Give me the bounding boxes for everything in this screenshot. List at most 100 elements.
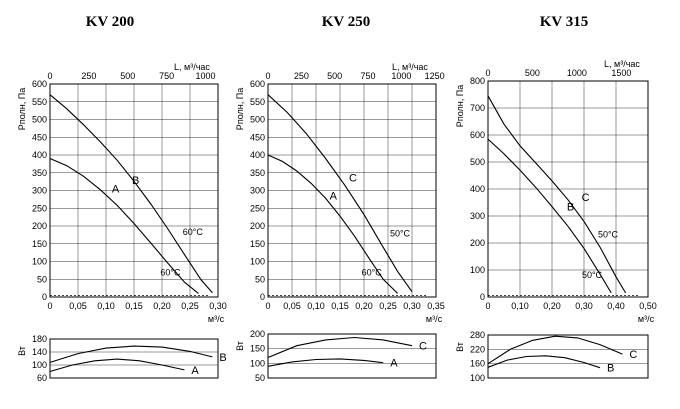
power-series-line-C — [487, 335, 623, 365]
x2-tick-label: 500 — [525, 68, 540, 78]
x2-axis-label: L, м³/час — [392, 62, 428, 72]
annotation-label: C — [349, 173, 357, 185]
y-tick-label: 300 — [250, 186, 265, 196]
y-tick-label: 100 — [470, 265, 485, 275]
power-y-tick-label: 50 — [255, 373, 265, 383]
y-tick-label: 250 — [250, 203, 265, 213]
y-tick-label: 400 — [32, 150, 47, 160]
power-y-tick-label: 100 — [470, 373, 485, 383]
power-series-line-B — [49, 345, 213, 363]
x2-tick-label: 0 — [265, 71, 270, 81]
x-tick-label: 0,30 — [209, 301, 227, 311]
x-tick-label: 0 — [47, 301, 52, 311]
annotation-label: 60°C — [160, 268, 181, 278]
chart-title: KV 200 — [86, 14, 134, 30]
y-tick-label: 700 — [470, 103, 485, 113]
chart-title: KV 315 — [540, 14, 588, 30]
annotation-label: 50°C — [582, 270, 603, 280]
power-plot: 50 100 150 200 Вт A C — [235, 329, 437, 383]
x-tick-label: 0 — [485, 301, 490, 311]
annotation-label: 60°C — [183, 227, 204, 237]
y-tick-label: 450 — [250, 132, 265, 142]
x2-tick-label: 250 — [81, 71, 96, 81]
main-plot: 0 0,05 0,10 0,15 0,20 0,25 0,30 0,350 250 500 750 1… — [235, 62, 445, 324]
plot-frame — [487, 80, 649, 298]
x2-tick-label: 750 — [159, 71, 174, 81]
x-tick-label: 0,15 — [331, 301, 349, 311]
series-line-C — [487, 95, 627, 294]
power-y-tick-label: 180 — [32, 334, 47, 344]
y-tick-label: 500 — [250, 115, 265, 125]
x2-tick-label: 1500 — [611, 68, 631, 78]
x2-tick-label: 1250 — [425, 71, 445, 81]
y-tick-label: 150 — [32, 239, 47, 249]
power-plot: 100 160 220 280 Вт B C — [455, 330, 649, 383]
power-y-tick-label: 100 — [250, 358, 265, 368]
y-tick-label: 400 — [250, 150, 265, 160]
x2-tick-label: 0 — [47, 71, 52, 81]
y-tick-label: 100 — [32, 257, 47, 267]
x2-axis-label: L, м³/час — [604, 59, 640, 69]
series-line-B — [487, 138, 612, 294]
x2-tick-label: 1000 — [196, 71, 216, 81]
x2-tick-label: 250 — [294, 71, 309, 81]
power-plot: 60 100 140 180 Вт A B — [17, 334, 227, 383]
x-tick-label: 0,10 — [307, 301, 325, 311]
y-tick-label: 200 — [32, 221, 47, 231]
power-series-label: C — [629, 349, 637, 361]
x-tick-label: 0,20 — [153, 301, 171, 311]
x-tick-label: 0,50 — [639, 301, 657, 311]
x-tick-label: 0,10 — [97, 301, 115, 311]
power-y-tick-label: 280 — [470, 330, 485, 340]
annotation-label: B — [567, 202, 574, 214]
x2-tick-label: 1000 — [391, 71, 411, 81]
power-y-tick-label: 140 — [32, 347, 47, 357]
y-tick-label: 600 — [250, 79, 265, 89]
y-tick-label: 250 — [32, 203, 47, 213]
power-y-tick-label: 220 — [470, 344, 485, 354]
y-tick-label: 300 — [470, 211, 485, 221]
x2-tick-label: 500 — [327, 71, 342, 81]
series-line-A — [267, 154, 398, 294]
x2-axis-label: L, м³/час — [174, 62, 210, 72]
x-tick-label: 0,10 — [511, 301, 529, 311]
x2-tick-label: 1000 — [567, 68, 587, 78]
y-tick-label: 500 — [32, 115, 47, 125]
y-axis-label: Рполн, Па — [455, 85, 465, 127]
y-tick-label: 200 — [470, 238, 485, 248]
x-tick-label: 0,05 — [283, 301, 301, 311]
x-tick-label: 0,30 — [575, 301, 593, 311]
x2-tick-label: 750 — [360, 71, 375, 81]
x-tick-label: 0,15 — [125, 301, 143, 311]
chart-kv-250: KV 250 0 0,05 0,10 0,15 0,20 0,25 0,30 0,35 0 250 5… — [235, 14, 445, 383]
power-series-label: C — [419, 341, 427, 353]
power-series-label: A — [390, 358, 398, 370]
power-series-label: B — [607, 363, 614, 375]
y-tick-label: 600 — [32, 79, 47, 89]
power-series-label: A — [191, 365, 199, 377]
x-tick-label: 0,20 — [543, 301, 561, 311]
x-axis-label: м³/с — [638, 314, 655, 324]
y-tick-label: 500 — [470, 157, 485, 167]
y-tick-label: 100 — [250, 257, 265, 267]
y-axis-label: Рполн, Па — [235, 88, 245, 130]
x-axis-label: м³/с — [208, 314, 225, 324]
chart-title: KV 250 — [322, 14, 370, 30]
power-y-tick-label: 150 — [250, 344, 265, 354]
power-series-line-C — [267, 336, 413, 359]
plot-frame — [267, 83, 437, 298]
main-plot: 0 0,10 0,20 0,30 0,40 0,50 0 500 1000 1500 0 100 200… — [455, 59, 657, 324]
y-tick-label: 350 — [32, 168, 47, 178]
y-tick-label: 150 — [250, 239, 265, 249]
x-tick-label: 0,30 — [403, 301, 421, 311]
power-y-tick-label: 100 — [32, 360, 47, 370]
y-axis-label: Рполн, Па — [17, 88, 27, 130]
power-y-axis-label: Вт — [17, 346, 27, 356]
y-tick-label: 550 — [32, 97, 47, 107]
y-tick-label: 550 — [250, 97, 265, 107]
x2-tick-label: 0 — [485, 68, 490, 78]
y-tick-label: 0 — [42, 292, 47, 302]
